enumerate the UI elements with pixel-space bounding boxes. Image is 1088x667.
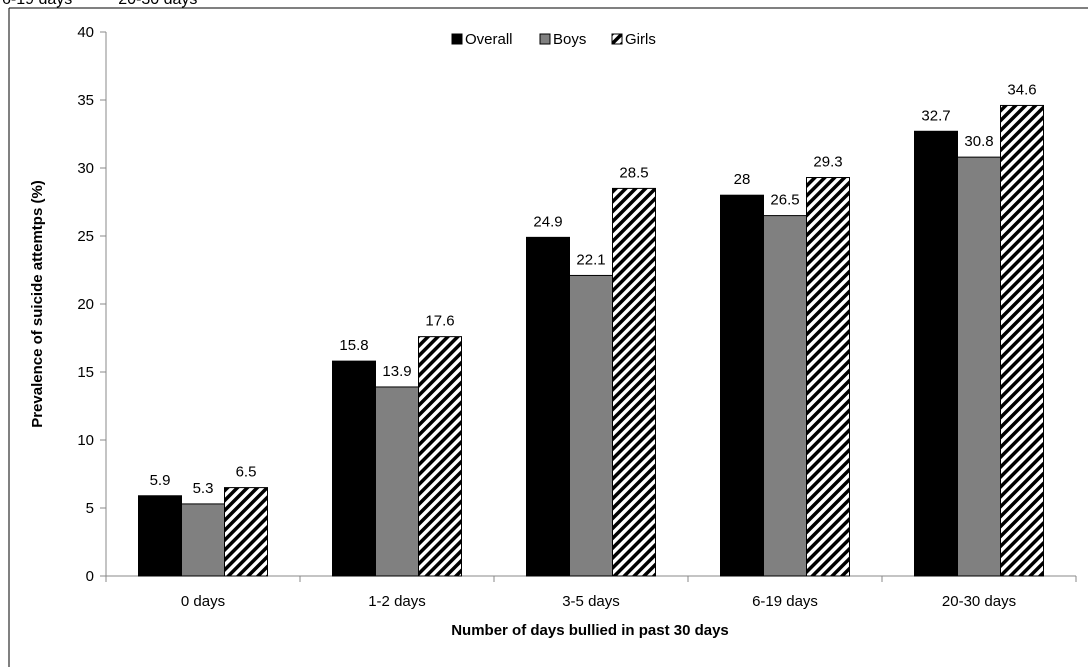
legend-swatch-girls xyxy=(611,33,623,45)
x-axis: 0 days 1-2 days 3-5 days 6-19 days 20-30 day… xyxy=(105,575,1077,610)
y-tick-label: 20 xyxy=(77,296,94,313)
data-label-boys-1: 13.9 xyxy=(382,363,411,380)
bar-girls-2 xyxy=(612,187,656,577)
x-tick-label: 6-19 days xyxy=(752,593,818,610)
y-tick-label: 40 xyxy=(77,24,94,41)
y-tick-label: 10 xyxy=(77,432,94,449)
bar-girls-1 xyxy=(418,336,462,577)
data-label-overall-4: 32.7 xyxy=(921,107,950,124)
overflow-labels: 6-19 days 20-30 days xyxy=(2,0,243,9)
data-label-boys-3: 26.5 xyxy=(770,192,799,209)
bar-boys-3 xyxy=(763,215,807,577)
overflow-label-2: 20-30 days xyxy=(118,0,197,9)
y-tick-label: 30 xyxy=(77,160,94,177)
data-label-boys-0: 5.3 xyxy=(193,480,214,497)
x-tick-label: 1-2 days xyxy=(368,593,426,610)
y-tick-label: 35 xyxy=(77,92,94,109)
legend: Overall Boys Girls xyxy=(451,31,656,48)
data-label-girls-0: 6.5 xyxy=(236,464,257,481)
bar-boys-2 xyxy=(569,274,613,577)
legend-label-overall: Overall xyxy=(465,31,513,48)
bar-overall-0 xyxy=(138,495,182,577)
data-label-overall-0: 5.9 xyxy=(150,472,171,489)
bar-overall-4 xyxy=(914,130,958,577)
y-axis: 0 5 10 15 20 25 30 35 40 xyxy=(77,24,107,585)
data-label-overall-3: 28 xyxy=(734,171,751,188)
data-label-overall-2: 24.9 xyxy=(533,213,562,230)
data-labels: 5.9 5.3 6.5 15.8 13.9 17.6 24.9 22.1 28.5 28 26.5 2… xyxy=(150,81,1037,496)
bar-boys-0 xyxy=(181,503,225,577)
bar-girls-3 xyxy=(806,177,850,577)
bar-boys-1 xyxy=(375,386,419,577)
bar-girls-4 xyxy=(1000,104,1044,577)
bar-girls-0 xyxy=(224,487,268,577)
y-tick-label: 25 xyxy=(77,228,94,245)
data-label-boys-4: 30.8 xyxy=(964,133,993,150)
legend-label-boys: Boys xyxy=(553,31,586,48)
data-label-boys-2: 22.1 xyxy=(576,251,605,268)
legend-swatch-boys xyxy=(539,33,551,45)
y-tick-label: 15 xyxy=(77,364,94,381)
x-tick-label: 3-5 days xyxy=(562,593,620,610)
x-axis-title: Number of days bullied in past 30 days xyxy=(451,622,729,639)
legend-label-girls: Girls xyxy=(625,31,656,48)
data-label-overall-1: 15.8 xyxy=(339,337,368,354)
bars xyxy=(138,104,1044,577)
x-tick-label: 20-30 days xyxy=(942,593,1016,610)
bar-boys-4 xyxy=(957,156,1001,577)
data-label-girls-2: 28.5 xyxy=(619,164,648,181)
bar-overall-2 xyxy=(526,236,570,577)
data-label-girls-3: 29.3 xyxy=(813,154,842,171)
bar-overall-3 xyxy=(720,194,764,577)
x-tick-label: 0 days xyxy=(181,593,225,610)
y-axis-title: Prevalence of suicide attemtps (%) xyxy=(29,180,46,428)
y-tick-label: 5 xyxy=(86,500,94,517)
bar-overall-1 xyxy=(332,360,376,577)
data-label-girls-1: 17.6 xyxy=(425,313,454,330)
overflow-label-1: 6-19 days xyxy=(2,0,72,9)
data-label-girls-4: 34.6 xyxy=(1007,81,1036,98)
y-tick-label: 0 xyxy=(86,568,94,585)
legend-swatch-overall xyxy=(451,33,463,45)
